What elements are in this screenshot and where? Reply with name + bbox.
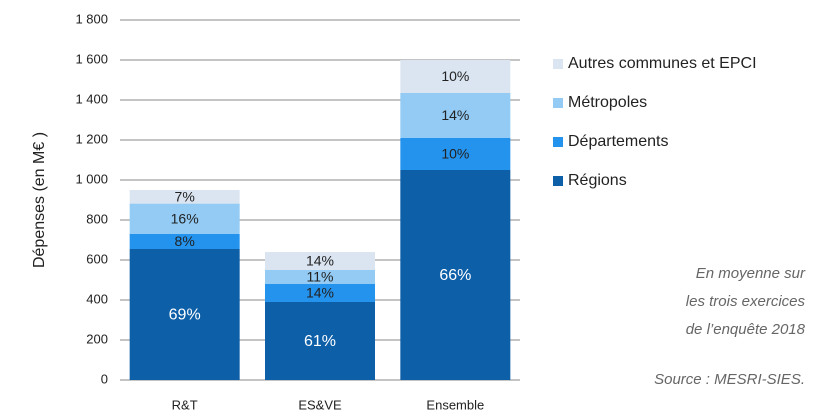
annotation: En moyenne sur: [696, 265, 806, 282]
bar-segment: [400, 60, 511, 93]
y-tick-label: 0: [101, 371, 108, 386]
bar-segment: [400, 93, 511, 138]
y-tick-label: 1 200: [75, 131, 108, 146]
y-tick-label: 800: [86, 211, 108, 226]
bar-segment: [265, 252, 375, 270]
legend-label: Autres communes et EPCI: [568, 55, 757, 72]
segment-label: 7%: [175, 189, 195, 205]
segment-label: 11%: [307, 269, 334, 285]
legend-label: Départements: [568, 133, 669, 150]
bar-segment: [129, 190, 240, 204]
segment-label: 10%: [441, 68, 469, 84]
legend-label: Métropoles: [568, 94, 647, 111]
annotation: Source : MESRI-SIES.: [654, 371, 805, 388]
segment-label: 10%: [441, 146, 469, 162]
segment-label: 69%: [169, 307, 201, 324]
legend-swatch: [553, 176, 563, 186]
segment-label: 14%: [306, 285, 334, 301]
y-tick-label: 200: [86, 331, 108, 346]
annotation: de l’enquête 2018: [686, 321, 806, 338]
bar-segment: [400, 170, 511, 380]
segment-label: 14%: [441, 107, 469, 123]
x-tick-label: Ensemble: [426, 397, 484, 412]
legend-swatch: [553, 137, 563, 147]
y-tick-label: 400: [86, 291, 108, 306]
bar-segment: [265, 302, 375, 380]
legend-swatch: [553, 98, 563, 108]
legend-label: Régions: [568, 172, 627, 189]
bar-segment: [129, 249, 240, 380]
x-tick-label: R&T: [172, 397, 198, 412]
y-tick-label: 1 400: [75, 91, 108, 106]
bar-segment: [129, 203, 240, 234]
legend-swatch: [553, 59, 563, 69]
annotation: les trois exercices: [686, 293, 806, 310]
segment-label: 14%: [306, 253, 334, 269]
segment-label: 61%: [304, 333, 336, 350]
y-tick-label: 1 000: [75, 171, 108, 186]
y-axis-label: Dépenses (en M€ ): [31, 132, 48, 268]
bar-segment: [265, 270, 375, 284]
y-tick-label: 600: [86, 251, 108, 266]
y-tick-label: 1 600: [75, 51, 108, 66]
segment-label: 66%: [439, 267, 471, 284]
x-tick-label: ES&VE: [298, 397, 342, 412]
bar-segment: [129, 234, 240, 249]
y-tick-label: 1 800: [75, 11, 108, 26]
bar-segment: [400, 138, 511, 170]
bar-segment: [265, 284, 375, 302]
segment-label: 16%: [171, 211, 199, 227]
segment-label: 8%: [175, 233, 195, 249]
